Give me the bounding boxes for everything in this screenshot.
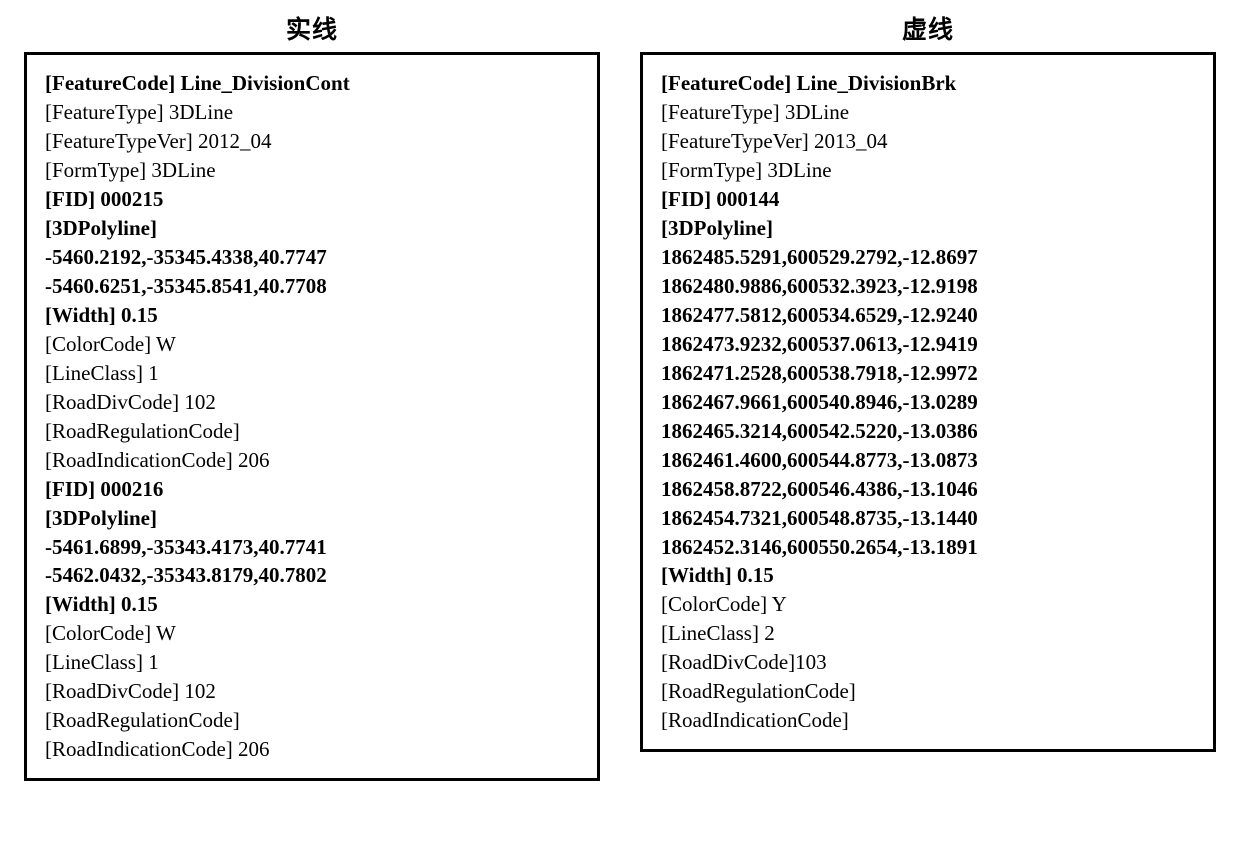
code-line: [FID] 000215 [45,185,579,214]
code-line: [FeatureTypeVer] 2013_04 [661,127,1195,156]
right-panel-title: 虚线 [640,10,1216,46]
code-line: [LineClass] 2 [661,619,1195,648]
code-line: [RoadIndicationCode] [661,706,1195,735]
code-line: 1862461.4600,600544.8773,-13.0873 [661,446,1195,475]
code-line: [RoadIndicationCode] 206 [45,735,579,764]
code-line: [FormType] 3DLine [661,156,1195,185]
code-line: [FID] 000216 [45,475,579,504]
code-line: [RoadDivCode] 102 [45,677,579,706]
code-line: [ColorCode] W [45,330,579,359]
code-line: [Width] 0.15 [45,590,579,619]
code-line: -5460.6251,-35345.8541,40.7708 [45,272,579,301]
code-line: 1862465.3214,600542.5220,-13.0386 [661,417,1195,446]
code-line: [RoadRegulationCode] [45,706,579,735]
code-line: [FormType] 3DLine [45,156,579,185]
code-line: [FID] 000144 [661,185,1195,214]
code-line: [FeatureCode] Line_DivisionBrk [661,69,1195,98]
code-line: 1862480.9886,600532.3923,-12.9198 [661,272,1195,301]
code-line: [RoadDivCode]103 [661,648,1195,677]
code-line: [RoadIndicationCode] 206 [45,446,579,475]
left-panel-title: 实线 [24,10,600,46]
code-line: [Width] 0.15 [45,301,579,330]
code-line: 1862467.9661,600540.8946,-13.0289 [661,388,1195,417]
code-line: [3DPolyline] [45,214,579,243]
code-line: 1862458.8722,600546.4386,-13.1046 [661,475,1195,504]
code-line: [3DPolyline] [45,504,579,533]
code-line: [FeatureTypeVer] 2012_04 [45,127,579,156]
code-line: 1862473.9232,600537.0613,-12.9419 [661,330,1195,359]
code-line: [RoadRegulationCode] [45,417,579,446]
code-line: [FeatureCode] Line_DivisionCont [45,69,579,98]
right-panel-box: [FeatureCode] Line_DivisionBrk[FeatureTy… [640,52,1216,752]
code-line: [LineClass] 1 [45,648,579,677]
left-panel: 实线 [FeatureCode] Line_DivisionCont[Featu… [24,10,600,781]
code-line: [FeatureType] 3DLine [45,98,579,127]
code-line: 1862477.5812,600534.6529,-12.9240 [661,301,1195,330]
code-line: 1862471.2528,600538.7918,-12.9972 [661,359,1195,388]
code-line: [ColorCode] Y [661,590,1195,619]
left-panel-box: [FeatureCode] Line_DivisionCont[FeatureT… [24,52,600,781]
code-line: [FeatureType] 3DLine [661,98,1195,127]
right-panel: 虚线 [FeatureCode] Line_DivisionBrk[Featur… [640,10,1216,752]
code-line: [RoadRegulationCode] [661,677,1195,706]
two-column-container: 实线 [FeatureCode] Line_DivisionCont[Featu… [0,0,1240,801]
code-line: -5460.2192,-35345.4338,40.7747 [45,243,579,272]
code-line: -5462.0432,-35343.8179,40.7802 [45,561,579,590]
code-line: [3DPolyline] [661,214,1195,243]
code-line: [ColorCode] W [45,619,579,648]
code-line: [LineClass] 1 [45,359,579,388]
code-line: 1862452.3146,600550.2654,-13.1891 [661,533,1195,562]
code-line: -5461.6899,-35343.4173,40.7741 [45,533,579,562]
code-line: [RoadDivCode] 102 [45,388,579,417]
code-line: 1862454.7321,600548.8735,-13.1440 [661,504,1195,533]
code-line: [Width] 0.15 [661,561,1195,590]
code-line: 1862485.5291,600529.2792,-12.8697 [661,243,1195,272]
